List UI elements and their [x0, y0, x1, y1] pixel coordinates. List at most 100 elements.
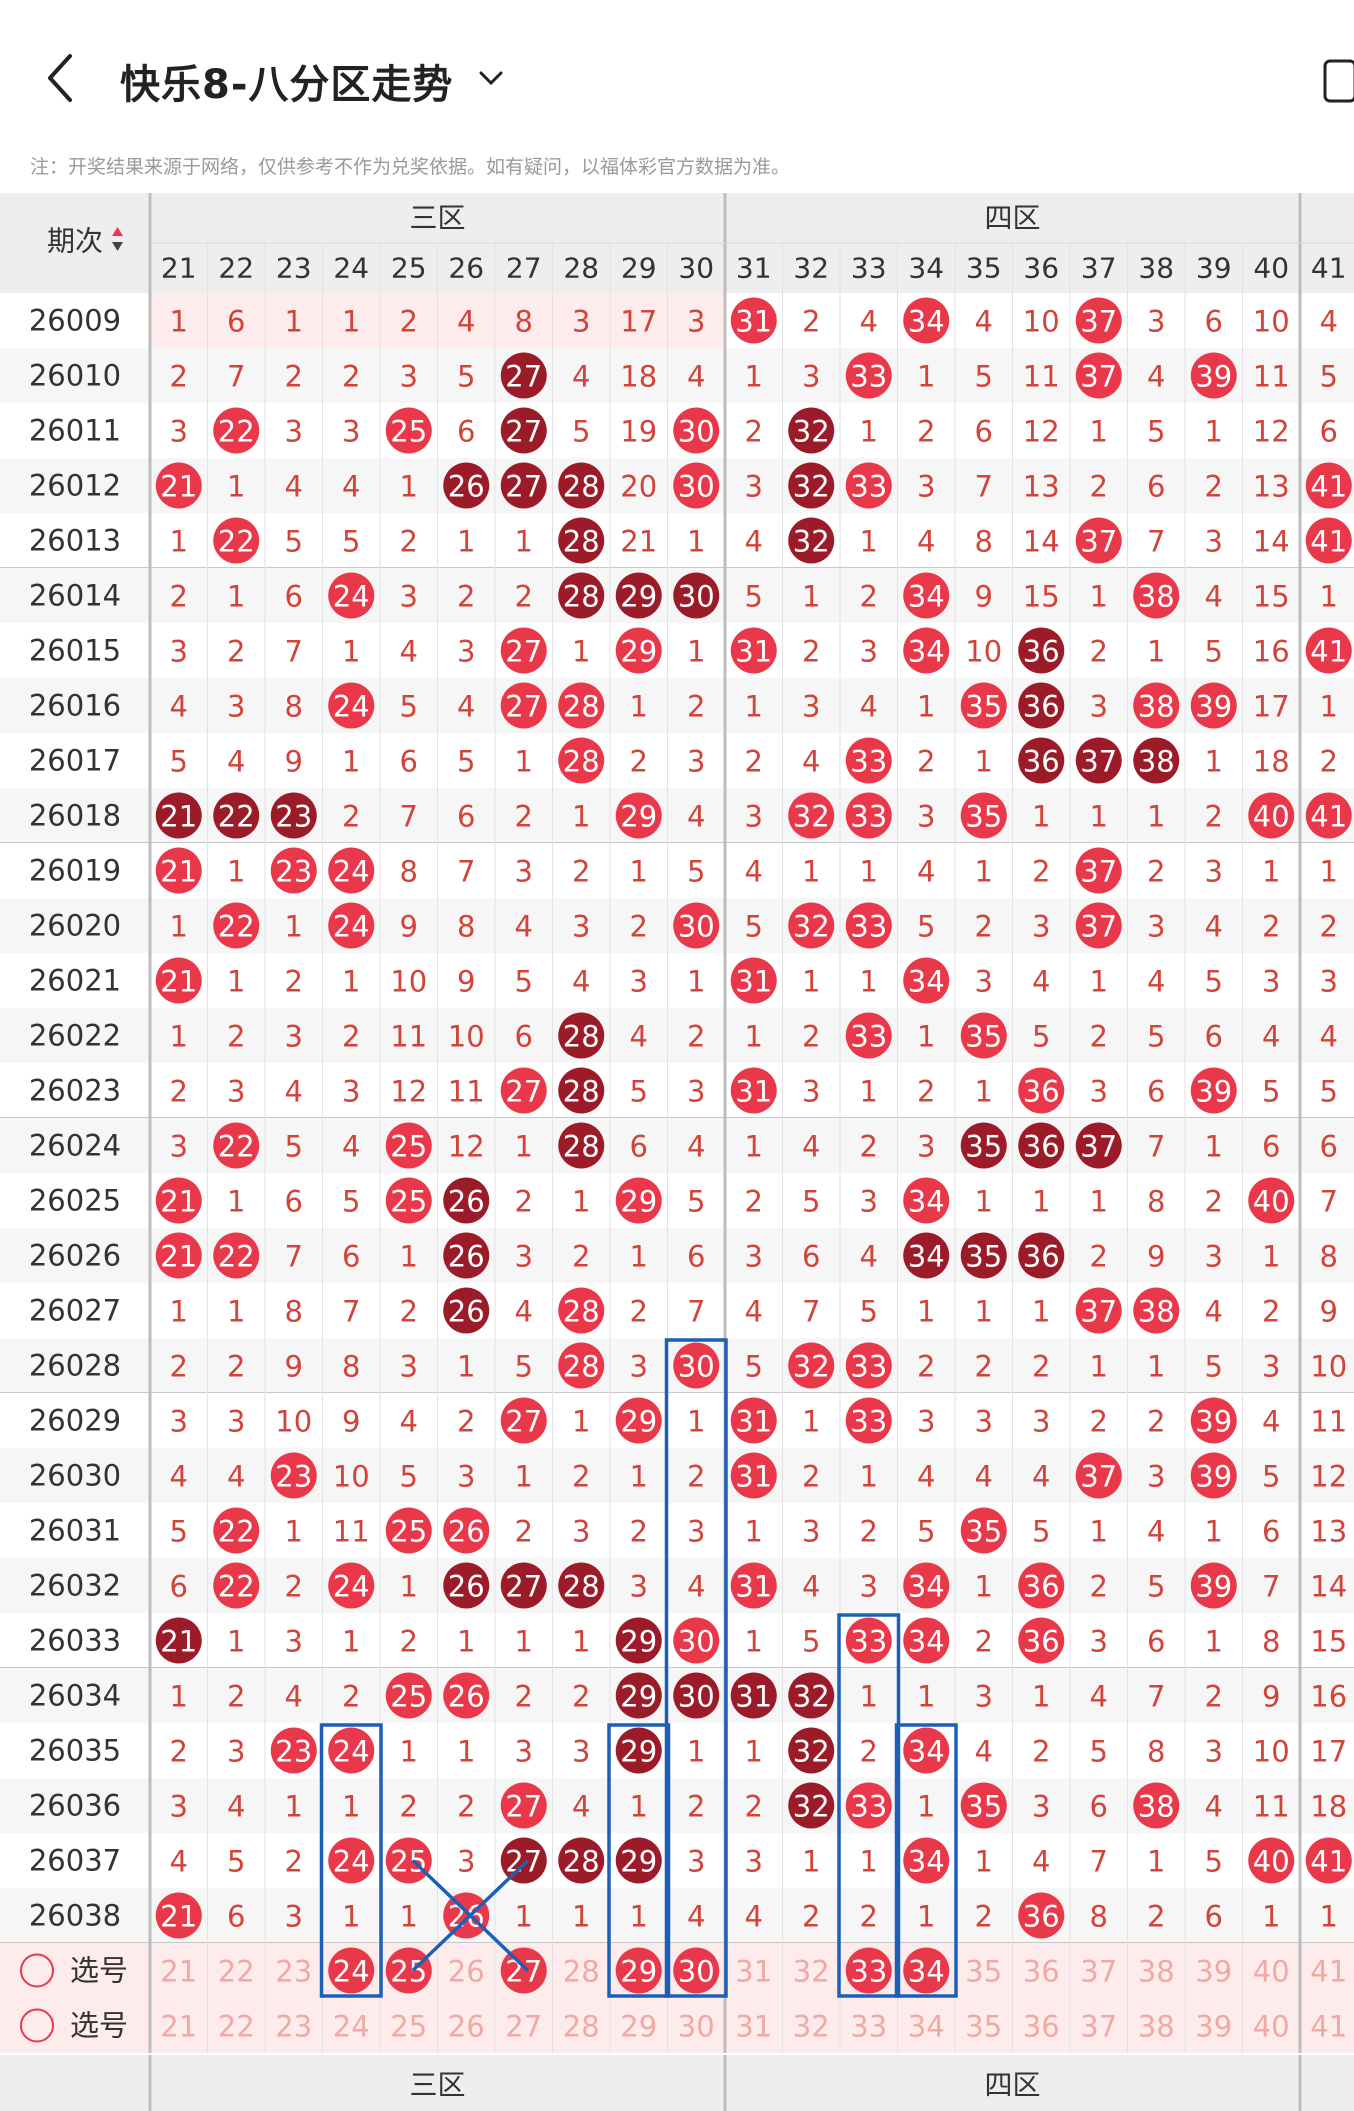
selectable-number[interactable]: 22 — [218, 2010, 255, 2044]
miss-count: 5 — [515, 965, 533, 999]
miss-count: 2 — [515, 800, 533, 834]
drawn-number: 39 — [1195, 1460, 1232, 1494]
miss-count: 1 — [1032, 1185, 1050, 1219]
drawn-number: 32 — [793, 470, 830, 504]
miss-count: 7 — [285, 1240, 303, 1274]
miss-count: 1 — [975, 1845, 993, 1879]
selected-number[interactable]: 27 — [505, 1955, 542, 1989]
selected-number[interactable]: 24 — [333, 1955, 370, 1989]
selectable-number[interactable]: 24 — [333, 2010, 370, 2044]
period-label: 26021 — [29, 964, 121, 998]
miss-count: 1 — [572, 1405, 590, 1439]
miss-count: 4 — [917, 855, 935, 889]
selectable-number[interactable]: 37 — [1080, 2010, 1117, 2044]
miss-count: 4 — [285, 1680, 303, 1714]
miss-count: 1 — [515, 525, 533, 559]
selectable-number[interactable]: 21 — [160, 2010, 197, 2044]
selectable-number[interactable]: 31 — [735, 2010, 772, 2044]
drawn-number: 29 — [620, 1735, 657, 1769]
selectable-number[interactable]: 32 — [793, 1955, 830, 1989]
miss-count: 14 — [1253, 525, 1290, 559]
selectable-number[interactable]: 30 — [678, 2010, 715, 2044]
miss-count: 1 — [975, 1075, 993, 1109]
selectable-number[interactable]: 23 — [275, 1955, 312, 1989]
selectable-number[interactable]: 41 — [1310, 1955, 1347, 1989]
miss-count: 5 — [1147, 1020, 1165, 1054]
column-header: 35 — [966, 252, 1002, 285]
miss-count: 2 — [1032, 855, 1050, 889]
miss-count: 4 — [170, 690, 188, 724]
miss-count: 6 — [687, 1240, 705, 1274]
selected-number[interactable]: 34 — [908, 1955, 945, 1989]
selectable-number[interactable]: 34 — [908, 2010, 945, 2044]
miss-count: 6 — [1147, 1625, 1165, 1659]
miss-count: 5 — [1205, 1845, 1223, 1879]
drawn-number: 38 — [1138, 580, 1175, 614]
selectable-number[interactable]: 26 — [448, 1955, 485, 1989]
selectable-number[interactable]: 35 — [965, 1955, 1002, 1989]
selectable-number[interactable]: 23 — [275, 2010, 312, 2044]
miss-count: 3 — [687, 745, 705, 779]
miss-count: 13 — [1253, 470, 1290, 504]
miss-count: 1 — [687, 1735, 705, 1769]
selectable-number[interactable]: 31 — [735, 1955, 772, 1989]
miss-count: 2 — [572, 1680, 590, 1714]
miss-count: 9 — [285, 745, 303, 779]
miss-count: 1 — [400, 1240, 418, 1274]
miss-count: 12 — [390, 1075, 427, 1109]
selectable-number[interactable]: 38 — [1138, 1955, 1175, 1989]
period-label: 26034 — [29, 1679, 121, 1713]
selectable-number[interactable]: 39 — [1195, 1955, 1232, 1989]
drawn-number: 27 — [505, 1075, 542, 1109]
selectable-number[interactable]: 40 — [1253, 1955, 1290, 1989]
selectable-number[interactable]: 26 — [448, 2010, 485, 2044]
miss-count: 8 — [400, 855, 418, 889]
selected-number[interactable]: 29 — [620, 1955, 657, 1989]
period-label: 26012 — [29, 469, 121, 503]
miss-count: 1 — [285, 305, 303, 339]
miss-count: 3 — [975, 1405, 993, 1439]
miss-count: 2 — [917, 1350, 935, 1384]
drawn-number: 22 — [218, 415, 255, 449]
selectable-number[interactable]: 29 — [620, 2010, 657, 2044]
selectable-number[interactable]: 25 — [390, 2010, 427, 2044]
selectable-number[interactable]: 28 — [563, 2010, 600, 2044]
selected-number[interactable]: 30 — [678, 1955, 715, 1989]
selectable-number[interactable]: 28 — [563, 1955, 600, 1989]
drawn-number: 25 — [390, 415, 427, 449]
miss-count: 4 — [170, 1460, 188, 1494]
selectable-number[interactable]: 39 — [1195, 2010, 1232, 2044]
miss-count: 5 — [975, 360, 993, 394]
drawn-number: 27 — [505, 690, 542, 724]
selectable-number[interactable]: 36 — [1023, 1955, 1060, 1989]
miss-count: 2 — [1205, 1185, 1223, 1219]
select-label[interactable]: 选号 — [70, 1954, 128, 1988]
selectable-number[interactable]: 22 — [218, 1955, 255, 1989]
miss-count: 2 — [1320, 910, 1338, 944]
drawn-number: 21 — [160, 800, 197, 834]
miss-count: 1 — [170, 1295, 188, 1329]
miss-count: 1 — [975, 1570, 993, 1604]
selectable-number[interactable]: 37 — [1080, 1955, 1117, 1989]
selectable-number[interactable]: 21 — [160, 1955, 197, 1989]
drawn-number: 41 — [1310, 1845, 1347, 1879]
selected-number[interactable]: 33 — [850, 1955, 887, 1989]
column-header: 27 — [506, 252, 542, 285]
selectable-number[interactable]: 40 — [1253, 2010, 1290, 2044]
miss-count: 2 — [860, 1130, 878, 1164]
miss-count: 3 — [1147, 1460, 1165, 1494]
selectable-number[interactable]: 36 — [1023, 2010, 1060, 2044]
miss-count: 2 — [400, 1295, 418, 1329]
selectable-number[interactable]: 32 — [793, 2010, 830, 2044]
selectable-number[interactable]: 38 — [1138, 2010, 1175, 2044]
miss-count: 3 — [227, 1735, 245, 1769]
miss-count: 15 — [1310, 1625, 1347, 1659]
select-label[interactable]: 选号 — [70, 2009, 128, 2043]
selectable-number[interactable]: 41 — [1310, 2010, 1347, 2044]
selectable-number[interactable]: 27 — [505, 2010, 542, 2044]
miss-count: 1 — [170, 525, 188, 559]
miss-count: 3 — [687, 1075, 705, 1109]
selectable-number[interactable]: 35 — [965, 2010, 1002, 2044]
miss-count: 2 — [227, 1680, 245, 1714]
selectable-number[interactable]: 33 — [850, 2010, 887, 2044]
